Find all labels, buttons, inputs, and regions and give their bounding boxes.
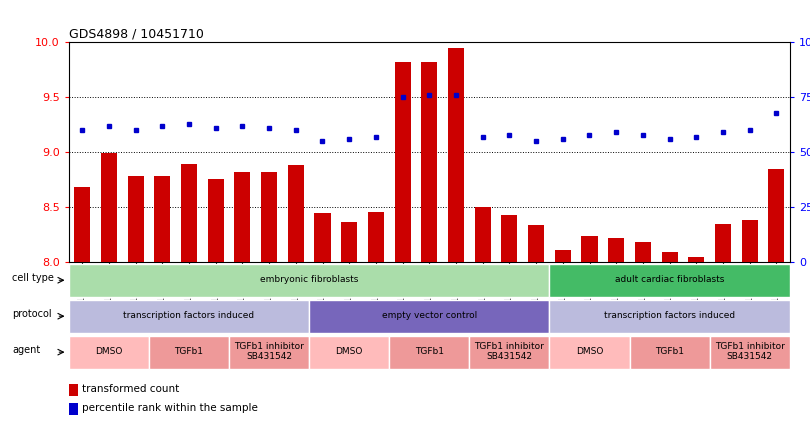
Bar	[769, 169, 784, 262]
Bar	[69, 335, 149, 369]
Bar	[368, 212, 384, 262]
Bar	[421, 62, 437, 262]
Bar	[688, 257, 705, 262]
Text: TGFb1: TGFb1	[174, 347, 203, 356]
Bar	[555, 250, 571, 262]
Bar	[207, 179, 224, 262]
Bar	[309, 299, 549, 333]
Bar	[448, 48, 464, 262]
Text: empty vector control: empty vector control	[382, 311, 477, 320]
Bar	[69, 384, 78, 396]
Bar	[629, 335, 710, 369]
Bar	[128, 176, 143, 262]
Bar	[475, 207, 491, 262]
Bar	[528, 225, 544, 262]
Bar	[234, 172, 250, 262]
Bar	[69, 264, 549, 297]
Text: TGFb1 inhibitor
SB431542: TGFb1 inhibitor SB431542	[714, 342, 785, 361]
Text: GDS4898 / 10451710: GDS4898 / 10451710	[69, 27, 204, 40]
Text: TGFb1 inhibitor
SB431542: TGFb1 inhibitor SB431542	[475, 342, 544, 361]
Text: transformed count: transformed count	[82, 384, 179, 394]
Bar	[742, 220, 757, 262]
Bar	[314, 213, 330, 262]
Bar	[75, 187, 90, 262]
Bar	[341, 222, 357, 262]
Bar	[288, 165, 304, 262]
Bar	[635, 242, 651, 262]
Text: cell type: cell type	[12, 273, 54, 283]
Text: DMSO: DMSO	[576, 347, 603, 356]
Text: transcription factors induced: transcription factors induced	[123, 311, 254, 320]
Bar	[309, 335, 390, 369]
Bar	[394, 62, 411, 262]
Bar	[149, 335, 229, 369]
Text: embryonic fibroblasts: embryonic fibroblasts	[260, 275, 358, 284]
Bar	[549, 264, 790, 297]
Bar	[469, 335, 549, 369]
Text: DMSO: DMSO	[96, 347, 122, 356]
Bar	[261, 172, 277, 262]
Bar	[549, 299, 790, 333]
Bar	[582, 236, 598, 262]
Bar	[154, 176, 170, 262]
Bar	[501, 215, 518, 262]
Text: agent: agent	[12, 345, 40, 355]
Bar	[662, 253, 678, 262]
Text: DMSO: DMSO	[335, 347, 363, 356]
Bar	[69, 403, 78, 415]
Text: TGFb1 inhibitor
SB431542: TGFb1 inhibitor SB431542	[234, 342, 304, 361]
Bar	[181, 165, 197, 262]
Bar	[710, 335, 790, 369]
Text: adult cardiac fibroblasts: adult cardiac fibroblasts	[615, 275, 724, 284]
Bar	[229, 335, 309, 369]
Bar	[101, 154, 117, 262]
Text: TGFb1: TGFb1	[415, 347, 444, 356]
Bar	[549, 335, 629, 369]
Text: percentile rank within the sample: percentile rank within the sample	[82, 403, 258, 413]
Text: TGFb1: TGFb1	[655, 347, 684, 356]
Bar	[69, 299, 309, 333]
Text: transcription factors induced: transcription factors induced	[604, 311, 735, 320]
Text: protocol: protocol	[12, 309, 52, 319]
Bar	[390, 335, 469, 369]
Bar	[715, 224, 731, 262]
Bar	[608, 238, 625, 262]
